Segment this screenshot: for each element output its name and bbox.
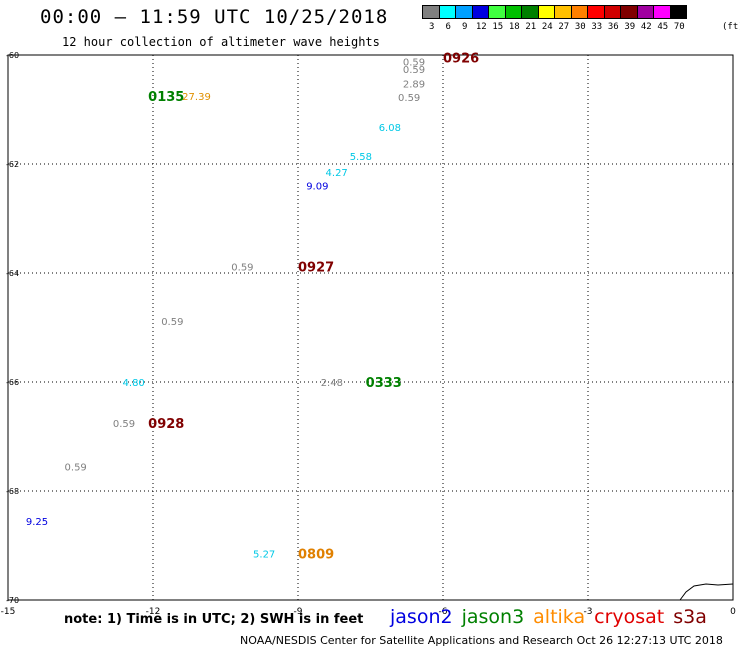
legend-label: 12 (475, 22, 487, 32)
legend-label: 42 (640, 22, 652, 32)
legend-label: 39 (624, 22, 636, 32)
legend-swatch (669, 5, 687, 19)
wave-height-value: 0.59 (403, 58, 425, 69)
wave-height-value: 2.89 (403, 79, 425, 90)
lon-tick-label: -3 (584, 607, 593, 617)
wave-height-value: 2.48 (321, 378, 343, 389)
lon-tick-label: -9 (294, 607, 303, 617)
lon-tick-label: -6 (439, 607, 448, 617)
lon-tick-label: 0 (730, 607, 736, 617)
wave-height-value: 9.09 (306, 181, 328, 192)
footer-credit: NOAA/NESDIS Center for Satellite Applica… (240, 634, 723, 647)
legend-label: 18 (508, 22, 520, 32)
lat-tick-label: -68 (6, 487, 19, 496)
pass-time-label: 0927 (298, 260, 334, 275)
legend-label: 36 (607, 22, 619, 32)
satellite-legend: jason2 jason3 altika cryosat s3a (390, 606, 716, 628)
legend-label: 33 (591, 22, 603, 32)
legend-label: 24 (541, 22, 553, 32)
wave-height-value: 0.59 (231, 262, 253, 273)
map-frame (7, 54, 734, 601)
legend-label: 70 (673, 22, 685, 32)
wave-height-value: 5.27 (253, 550, 275, 561)
satellite-name: jason3 (461, 606, 525, 628)
lat-tick-label: -66 (6, 378, 19, 387)
wave-height-value: 0.59 (161, 317, 183, 328)
legend-label: 6 (445, 22, 451, 32)
legend-label: 15 (492, 22, 504, 32)
lat-tick-label: -64 (6, 269, 19, 278)
wave-height-value: 0.59 (65, 462, 87, 473)
legend-swatches (422, 5, 687, 19)
page-subtitle: 12 hour collection of altimeter wave hei… (62, 35, 380, 49)
coastline (679, 583, 734, 601)
lat-tick-label: -70 (6, 596, 19, 605)
wave-height-value: 9.25 (26, 517, 48, 528)
pass-time-label: 0135 (148, 90, 184, 105)
legend-unit: (ft) (722, 22, 740, 32)
legend-label: 30 (574, 22, 586, 32)
lat-tick-label: -62 (6, 160, 19, 169)
wave-height-value: 0.59 (113, 419, 135, 430)
satellite-name: altika (533, 606, 586, 628)
wave-height-value: 0.59 (398, 93, 420, 104)
wave-height-value: 27.39 (182, 92, 211, 103)
satellite-name: jason2 (390, 606, 453, 628)
page-title: 00:00 – 11:59 UTC 10/25/2018 (40, 6, 389, 28)
legend-labels: 3 6 9 12 15 18 21 24 27 30 33 36 39 42 45 70 (422, 22, 740, 34)
legend-label: 21 (525, 22, 537, 32)
lon-tick-label: -12 (146, 607, 161, 617)
lon-tick-label: -15 (1, 607, 16, 617)
legend-label: 3 (429, 22, 435, 32)
pass-time-label: 0809 (298, 548, 334, 563)
pass-time-label: 0926 (443, 52, 479, 67)
wave-height-value: 4.27 (326, 168, 348, 179)
lat-tick-label: -60 (6, 51, 19, 60)
pass-time-label: 0928 (148, 417, 184, 432)
wave-height-value: 5.58 (350, 152, 372, 163)
footer-note: note: 1) Time is in UTC; 2) SWH is in fe… (64, 612, 364, 627)
legend-label: 27 (558, 22, 570, 32)
legend-label: 9 (462, 22, 468, 32)
satellite-name: cryosat (594, 606, 665, 628)
satellite-name: s3a (673, 606, 707, 628)
wave-height-value: 0.59 (403, 65, 425, 76)
pass-time-label: 0333 (366, 376, 402, 391)
legend-label: 45 (657, 22, 669, 32)
wave-height-value: 4.80 (123, 378, 145, 389)
wave-height-value: 6.08 (379, 123, 401, 134)
